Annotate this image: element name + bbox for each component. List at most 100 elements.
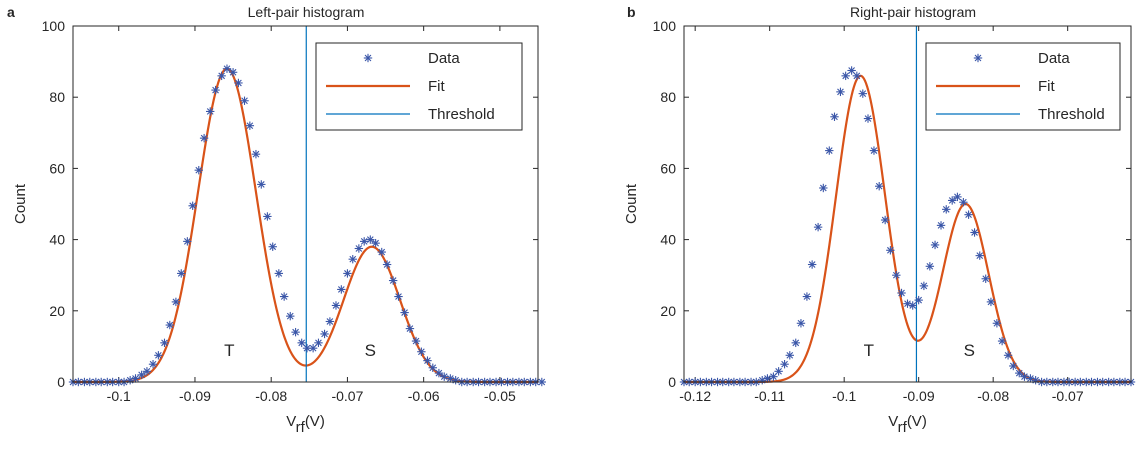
data-point [325, 317, 335, 326]
data-point [1020, 372, 1029, 381]
panel-b-title: Right-pair histogram [850, 4, 976, 20]
data-point [1003, 351, 1013, 360]
peak-annotation-s: S [365, 341, 376, 360]
data-point [975, 251, 984, 260]
panel-a-y-tick-label: 40 [49, 232, 65, 248]
data-point [360, 237, 369, 246]
data-point [440, 372, 449, 381]
data-point [897, 288, 906, 298]
peak-annotation-t: T [864, 341, 874, 360]
data-point [1015, 368, 1024, 378]
panel-a-x-tick-label: -0.08 [255, 388, 287, 404]
panel-b-y-tick-label: 0 [668, 374, 676, 390]
data-point [337, 285, 346, 294]
panel-a-y-tick-label: 80 [49, 89, 65, 105]
data-point [953, 192, 962, 202]
data-point [400, 308, 409, 317]
data-point [314, 338, 323, 348]
data-point [291, 327, 300, 337]
panel-a-y-tick-label: 0 [57, 374, 65, 390]
data-point [785, 351, 794, 360]
panel-a-y-tick-label: 100 [42, 18, 66, 34]
panel-a-x-tick-label: -0.09 [179, 388, 211, 404]
data-point [160, 338, 169, 348]
data-point [863, 114, 873, 123]
panel-a-y-axis-label: Count [12, 183, 29, 224]
data-point [423, 356, 432, 365]
panel-b: b Right-pair histogram -0.12 -0.11 -0.1 -0.… [623, 4, 1136, 436]
data-point [154, 351, 163, 360]
legend-data-marker [973, 53, 983, 63]
data-point [880, 215, 890, 225]
panel-a-x-label-sub: rf [296, 419, 306, 436]
data-point [240, 96, 249, 105]
data-point [331, 301, 341, 310]
panel-a-x-tick-label: -0.1 [107, 388, 131, 404]
data-point [852, 71, 862, 81]
data-point [774, 367, 783, 376]
data-point [936, 221, 946, 230]
data-point [948, 196, 957, 205]
data-point [930, 240, 940, 250]
data-point [366, 235, 375, 244]
data-point [245, 121, 255, 130]
legend-threshold-label: Threshold [428, 106, 495, 123]
data-point [537, 377, 547, 387]
data-point [981, 274, 990, 283]
panel-b-letter: b [627, 4, 636, 20]
data-point [986, 297, 996, 307]
data-point [992, 319, 1002, 328]
panel-b-x-label-sub: rf [898, 419, 908, 436]
panel-a-data-points [68, 64, 547, 387]
panel-a-letter: a [7, 4, 15, 20]
data-point [886, 246, 895, 255]
data-point [869, 146, 879, 155]
data-point [914, 295, 923, 305]
data-point [234, 78, 243, 88]
data-point [348, 254, 357, 264]
data-point [964, 210, 973, 219]
panel-a-y-tick-label: 60 [49, 160, 65, 176]
data-point [997, 336, 1007, 346]
data-point [137, 370, 146, 380]
panel-b-plot-frame [683, 25, 1132, 383]
panel-a-legend: Data Fit Threshold [315, 42, 523, 131]
data-point [165, 320, 175, 330]
data-point [199, 133, 209, 143]
data-point [1009, 361, 1018, 371]
data-point [343, 269, 352, 278]
data-point [286, 311, 295, 321]
data-point [970, 228, 979, 237]
panel-a-x-label-main: V [286, 413, 296, 430]
data-point [263, 212, 272, 221]
data-point [411, 336, 421, 346]
data-point [388, 276, 398, 285]
data-point [417, 347, 426, 356]
panel-a-title: Left-pair histogram [248, 4, 365, 20]
panel-a-x-axis-label: Vrf(V) [286, 413, 325, 436]
panel-b-y-tick-label: 40 [660, 232, 676, 248]
panel-b-ticks: -0.12 -0.11 -0.1 -0.09 -0.08 -0.07 0 20 40 60 80 10… [653, 18, 1131, 404]
panel-b-x-tick-label: -0.09 [903, 388, 935, 404]
data-point [171, 297, 181, 307]
data-point [320, 329, 329, 339]
data-point [434, 368, 444, 378]
data-point [802, 292, 812, 301]
data-point [892, 271, 901, 280]
legend-data-marker [363, 53, 373, 63]
data-point [819, 183, 828, 193]
legend-data-label: Data [1038, 50, 1070, 67]
data-point [796, 319, 806, 328]
data-point [217, 71, 226, 81]
data-point [177, 269, 186, 278]
panel-a-plot-frame [72, 25, 539, 383]
data-point [148, 360, 158, 369]
data-point [807, 260, 817, 269]
data-point [228, 68, 238, 77]
data-point [825, 146, 834, 155]
data-point [836, 87, 845, 97]
data-point [371, 238, 380, 248]
data-point [297, 338, 306, 348]
